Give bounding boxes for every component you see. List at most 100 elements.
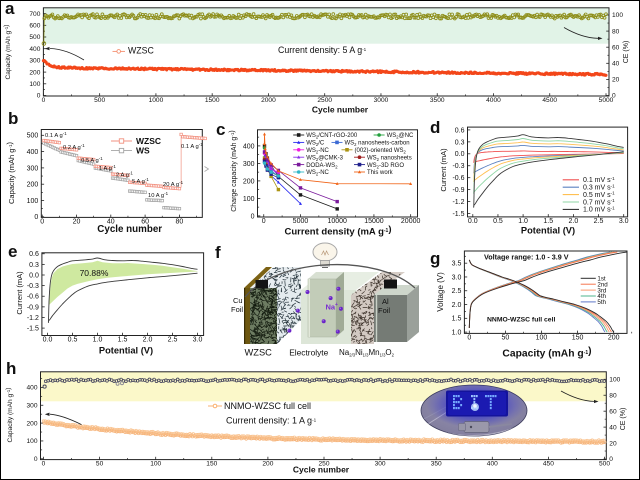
svg-text:150: 150 bbox=[572, 334, 584, 341]
svg-text:Cu: Cu bbox=[233, 296, 243, 305]
svg-text:150: 150 bbox=[206, 461, 217, 468]
svg-text:1000: 1000 bbox=[149, 97, 164, 104]
svg-text:100: 100 bbox=[26, 438, 37, 445]
svg-text:WS2/C: WS2/C bbox=[306, 141, 325, 148]
svg-text:500: 500 bbox=[94, 97, 105, 104]
svg-text:200: 200 bbox=[608, 334, 620, 341]
svg-text:Current density: 5 A g-1: Current density: 5 A g-1 bbox=[278, 45, 367, 55]
svg-text:WS2-NC: WS2-NC bbox=[306, 170, 329, 177]
svg-text:100: 100 bbox=[150, 461, 161, 468]
svg-text:40: 40 bbox=[612, 61, 620, 68]
svg-text:200: 200 bbox=[27, 182, 39, 189]
svg-text:-1.2: -1.2 bbox=[452, 199, 464, 206]
svg-text:Current density (mA g-1): Current density (mA g-1) bbox=[284, 224, 391, 238]
svg-text:h: h bbox=[6, 359, 16, 378]
svg-text:Electrolyte: Electrolyte bbox=[289, 348, 328, 358]
svg-text:100: 100 bbox=[27, 198, 39, 205]
svg-text:5th: 5th bbox=[597, 299, 606, 306]
svg-text:4000: 4000 bbox=[486, 97, 501, 104]
svg-text:100: 100 bbox=[609, 377, 620, 384]
svg-text:20: 20 bbox=[612, 77, 620, 84]
svg-text:-0.6: -0.6 bbox=[452, 175, 464, 182]
svg-text:20 A g-1: 20 A g-1 bbox=[163, 180, 184, 188]
svg-text:0.6: 0.6 bbox=[29, 251, 39, 258]
svg-text:5 A g-1: 5 A g-1 bbox=[132, 177, 149, 185]
svg-text:1 A g-1: 1 A g-1 bbox=[99, 164, 116, 172]
svg-text:200: 200 bbox=[243, 178, 255, 185]
svg-text:5000: 5000 bbox=[293, 218, 309, 225]
svg-text:0.5: 0.5 bbox=[68, 337, 78, 344]
svg-text:80: 80 bbox=[609, 392, 617, 399]
svg-text:WZSC: WZSC bbox=[136, 136, 161, 146]
svg-text:0.3: 0.3 bbox=[455, 139, 465, 146]
svg-text:-0.3: -0.3 bbox=[452, 163, 464, 170]
svg-text:0: 0 bbox=[37, 93, 41, 100]
svg-text:-1.5: -1.5 bbox=[27, 326, 39, 333]
svg-text:3.0: 3.0 bbox=[193, 337, 203, 344]
svg-text:-0.9: -0.9 bbox=[27, 304, 39, 311]
svg-text:0.6: 0.6 bbox=[455, 127, 465, 134]
svg-text:15000: 15000 bbox=[364, 218, 384, 225]
svg-text:0: 0 bbox=[251, 213, 255, 220]
svg-text:500: 500 bbox=[599, 461, 610, 468]
svg-text:WS2-3D RGO: WS2-3D RGO bbox=[367, 163, 404, 170]
svg-text:WS2/CNT-rGO-200: WS2/CNT-rGO-200 bbox=[306, 133, 358, 140]
svg-text:Na2/3Ni1/3Mn1/3O2: Na2/3Ni1/3Mn1/3O2 bbox=[339, 348, 395, 358]
svg-text:Potential (V): Potential (V) bbox=[99, 346, 153, 356]
svg-text:g: g bbox=[430, 249, 440, 268]
svg-text:0.3: 0.3 bbox=[29, 262, 39, 269]
svg-text:Potential (V): Potential (V) bbox=[521, 226, 575, 236]
svg-text:1.0: 1.0 bbox=[518, 218, 528, 225]
svg-text:70.88%: 70.88% bbox=[80, 268, 109, 278]
svg-text:4500: 4500 bbox=[542, 97, 557, 104]
svg-text:Na: Na bbox=[326, 303, 336, 312]
svg-text:WS: WS bbox=[136, 146, 150, 156]
svg-text:-0.6: -0.6 bbox=[27, 294, 39, 301]
svg-text:0: 0 bbox=[34, 214, 38, 221]
svg-text:-0.3: -0.3 bbox=[27, 283, 39, 290]
svg-text:300: 300 bbox=[29, 58, 40, 65]
svg-text:Charge capacity (mAh g-1): Charge capacity (mAh g-1) bbox=[229, 130, 238, 212]
svg-text:Al: Al bbox=[382, 297, 389, 306]
svg-text:CE (%): CE (%) bbox=[623, 41, 630, 64]
svg-text:e: e bbox=[8, 242, 17, 261]
svg-text:400: 400 bbox=[487, 461, 498, 468]
svg-text:1.5: 1.5 bbox=[543, 218, 553, 225]
svg-text:NNMO-WZSC full cell: NNMO-WZSC full cell bbox=[224, 401, 311, 411]
svg-text:2500: 2500 bbox=[317, 97, 332, 104]
svg-text:NNMO-WZSC full cell: NNMO-WZSC full cell bbox=[487, 317, 555, 324]
svg-text:500: 500 bbox=[29, 34, 40, 41]
svg-text:300: 300 bbox=[27, 165, 39, 172]
svg-text:WS2@NC: WS2@NC bbox=[387, 133, 414, 140]
svg-text:400: 400 bbox=[26, 385, 37, 392]
svg-text:0: 0 bbox=[42, 461, 46, 468]
svg-text:2 A g-1: 2 A g-1 bbox=[116, 171, 133, 179]
svg-text:50: 50 bbox=[501, 334, 509, 341]
svg-text:200: 200 bbox=[26, 420, 37, 427]
svg-text:Current (mA): Current (mA) bbox=[15, 271, 24, 315]
svg-text:Foil: Foil bbox=[231, 305, 243, 314]
svg-text:0.0: 0.0 bbox=[468, 218, 478, 225]
svg-text:Voltage range: 1.0 - 3.9 V: Voltage range: 1.0 - 3.9 V bbox=[484, 253, 569, 262]
svg-text:80: 80 bbox=[612, 28, 620, 35]
svg-text:0.7 mV s-1: 0.7 mV s-1 bbox=[583, 198, 615, 206]
svg-text:0.1 A g-1: 0.1 A g-1 bbox=[45, 131, 67, 139]
svg-text:f: f bbox=[215, 243, 221, 262]
svg-text:Foil: Foil bbox=[378, 306, 390, 315]
svg-text:250: 250 bbox=[318, 461, 329, 468]
svg-text:400: 400 bbox=[27, 149, 39, 156]
svg-text:+: + bbox=[335, 302, 338, 308]
svg-text:Current density: 1 A g-1: Current density: 1 A g-1 bbox=[226, 416, 317, 426]
svg-text:50: 50 bbox=[96, 461, 104, 468]
svg-text:2.5: 2.5 bbox=[452, 288, 462, 295]
svg-text:0.0: 0.0 bbox=[29, 272, 39, 279]
svg-text:0: 0 bbox=[40, 218, 44, 225]
svg-text:2.0: 2.0 bbox=[143, 337, 153, 344]
svg-text:-1.2: -1.2 bbox=[27, 315, 39, 322]
svg-text:300: 300 bbox=[375, 461, 386, 468]
svg-text:2.5: 2.5 bbox=[168, 337, 178, 344]
svg-text:40: 40 bbox=[107, 218, 115, 225]
svg-text:-0.9: -0.9 bbox=[452, 187, 464, 194]
svg-text:0.0: 0.0 bbox=[455, 151, 465, 158]
svg-text:(002)-oriented WS2: (002)-oriented WS2 bbox=[355, 148, 407, 155]
